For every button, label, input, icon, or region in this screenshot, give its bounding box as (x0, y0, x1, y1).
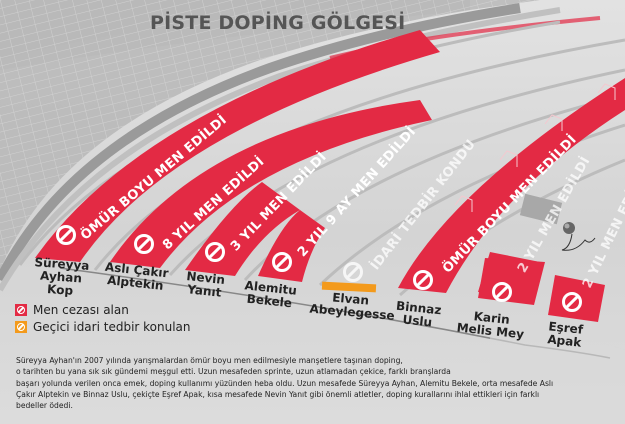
ban-icon (562, 292, 582, 312)
ban-icon (413, 270, 433, 290)
athlete-name: Eşref Apak (546, 319, 584, 350)
ban-icon (272, 252, 292, 272)
legend-item-banned: Men cezası alan (15, 303, 129, 317)
athlete-name: Nevin Yanıt (185, 269, 226, 300)
page-title: PİSTE DOPİNG GÖLGESİ (150, 12, 406, 34)
ban-icon (134, 234, 154, 254)
legend-item-provisional: Geçici idari tedbir konulan (15, 320, 191, 334)
ban-icon (343, 262, 363, 282)
ban-icon (15, 304, 27, 316)
ban-icon (15, 321, 27, 333)
description-paragraph: Süreyya Ayhan'ın 2007 yılında yarışmalar… (16, 356, 554, 411)
athlete-name: Süreyya Ayhan Kop (34, 255, 90, 298)
ban-icon (205, 242, 225, 262)
ban-icon (492, 282, 512, 302)
ban-icon (56, 225, 76, 245)
